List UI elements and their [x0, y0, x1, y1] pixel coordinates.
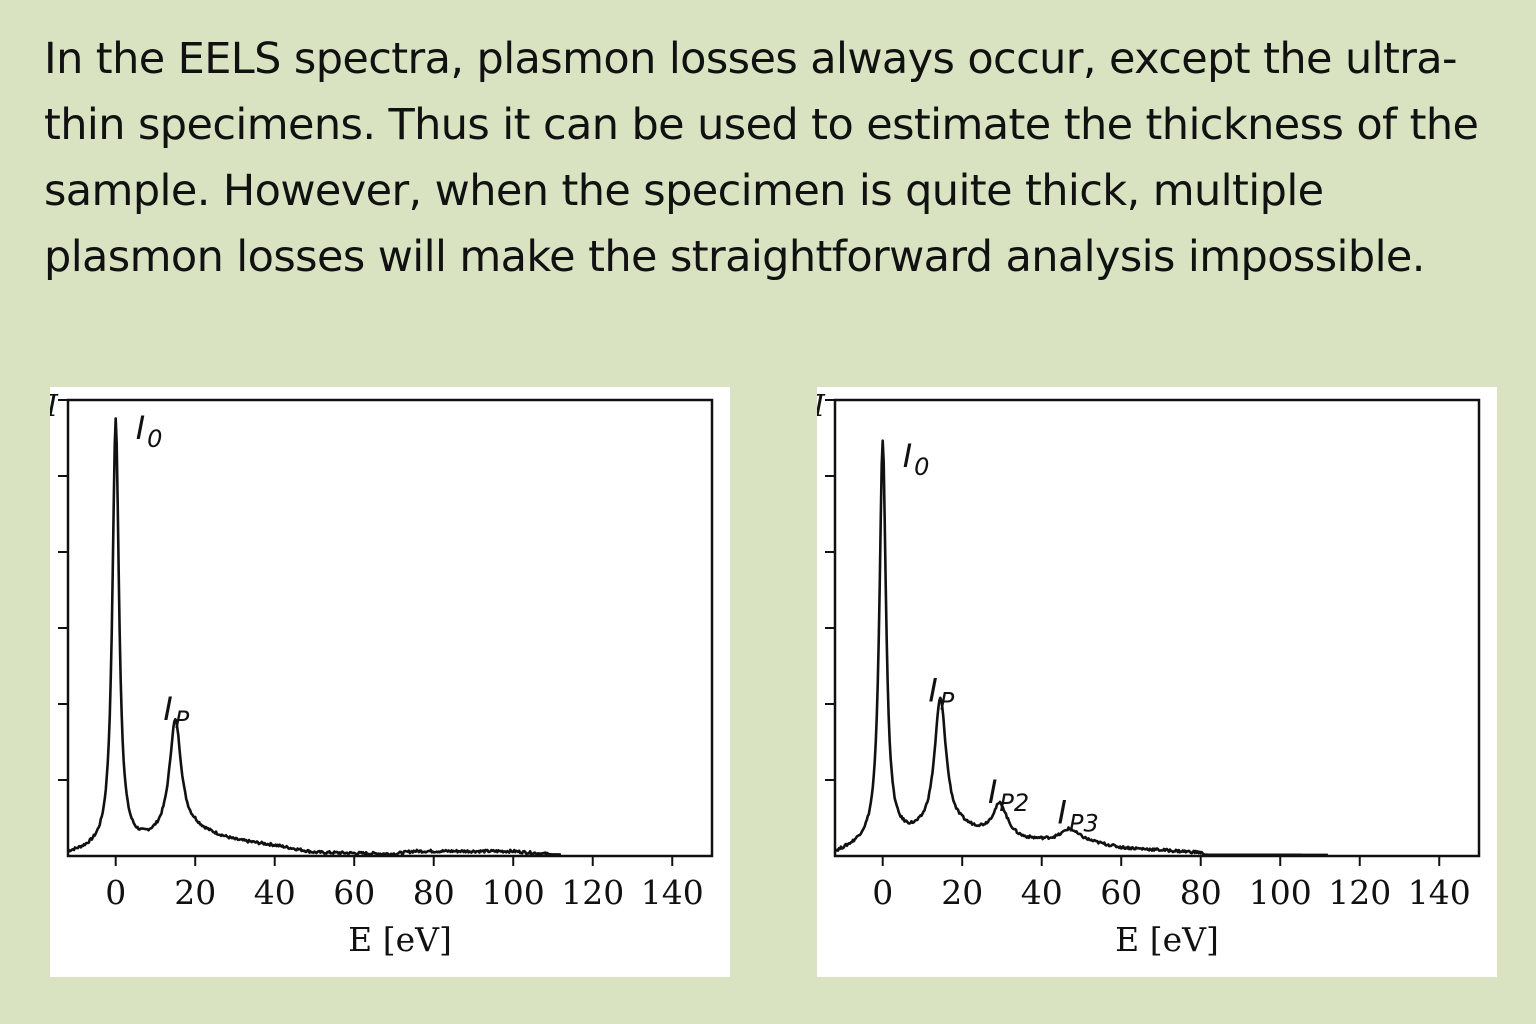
x-tick-label: 20 — [941, 873, 983, 912]
plot-frame — [66, 398, 714, 858]
peak-label: I0 — [136, 409, 163, 453]
x-tick-label: 40 — [254, 873, 296, 912]
spectrum-line — [67, 417, 562, 857]
x-tick-label: 60 — [1100, 873, 1142, 912]
peak-label: I0 — [903, 437, 930, 481]
x-tick-label: 140 — [641, 873, 704, 912]
spectrum-line — [833, 439, 1329, 857]
x-axis-label: E [eV] — [1115, 920, 1219, 959]
x-tick-label: 0 — [872, 873, 893, 912]
slide-paragraph: In the EELS spectra, plasmon losses alwa… — [44, 34, 1479, 282]
peak-label: IP — [928, 672, 954, 716]
x-tick-label: 100 — [482, 873, 545, 912]
peak-label: IP — [163, 690, 189, 734]
x-tick-label: 60 — [333, 873, 375, 912]
x-tick-label: 120 — [561, 873, 624, 912]
peak-label: IP3 — [1058, 794, 1099, 838]
x-tick-label: 20 — [174, 873, 216, 912]
y-axis-label: I — [817, 389, 826, 424]
peak-label: IP2 — [988, 773, 1029, 817]
y-axis-label: I — [50, 389, 59, 424]
x-tick-label: 0 — [105, 873, 126, 912]
x-tick-label: 80 — [413, 873, 455, 912]
x-tick-label: 40 — [1021, 873, 1063, 912]
x-tick-label: 120 — [1328, 873, 1391, 912]
x-axis-label: E [eV] — [348, 920, 452, 959]
x-tick-label: 140 — [1408, 873, 1471, 912]
x-tick-label: 80 — [1180, 873, 1222, 912]
x-tick-label: 100 — [1249, 873, 1312, 912]
